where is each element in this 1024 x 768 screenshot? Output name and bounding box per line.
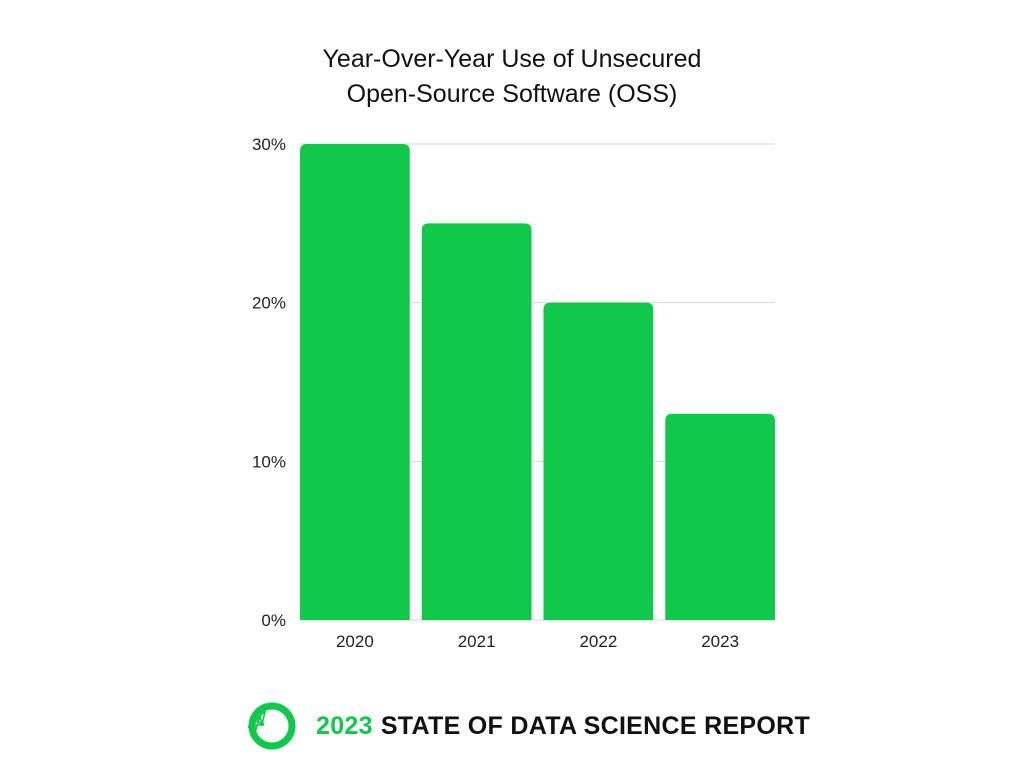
bars — [300, 144, 775, 621]
bar-2020 — [300, 144, 410, 620]
x-tick-label: 2021 — [458, 632, 496, 651]
chart-title-line-2: Open-Source Software (OSS) — [346, 80, 678, 108]
y-tick-label: 10% — [252, 452, 286, 471]
y-tick-label: 0% — [261, 611, 286, 630]
bar-2023 — [665, 413, 775, 620]
report-name: 2023 STATE OF DATA SCIENCE REPORT — [316, 712, 810, 741]
y-axis-tick-labels: 0% 10% 20% 30% — [252, 135, 286, 630]
bar-2022 — [543, 302, 654, 620]
y-tick-label: 30% — [252, 135, 286, 154]
report-year: 2023 — [316, 711, 373, 740]
x-axis-tick-labels: 2020 2021 2022 2023 — [336, 632, 739, 651]
x-tick-label: 2022 — [579, 632, 617, 651]
report-title: STATE OF DATA SCIENCE REPORT — [380, 711, 811, 740]
bar-2021 — [421, 223, 532, 621]
x-tick-label: 2020 — [336, 632, 374, 651]
chart-title: Year-Over-Year Use of Unsecured Open-Sou… — [212, 42, 812, 112]
chart-title-line-1: Year-Over-Year Use of Unsecured — [322, 45, 702, 73]
report-footer: 2023 STATE OF DATA SCIENCE REPORT — [246, 700, 810, 752]
x-tick-label: 2023 — [701, 632, 739, 651]
circular-network-logo-icon — [248, 702, 296, 750]
y-tick-label: 20% — [252, 294, 286, 313]
bar-chart: 0% 10% 20% 30% 2020 2021 2022 2023 — [252, 135, 775, 651]
